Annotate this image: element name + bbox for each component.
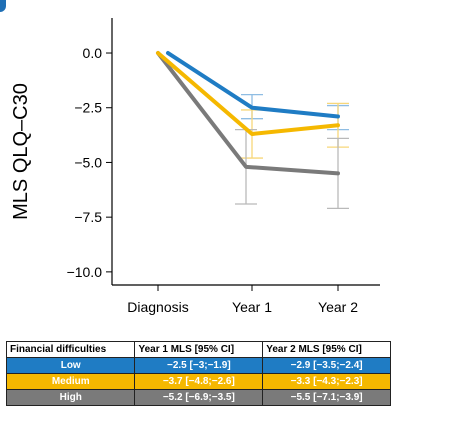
y-tick-label: −10.0: [67, 264, 103, 280]
table-row-medium: Medium −3.7 [−4.8;−2.6] −3.3 [−4.3;−2.3]: [5, 373, 391, 390]
x-tick-label: Year 2: [318, 299, 358, 315]
table-row-label: Medium: [5, 373, 136, 390]
y-tick-label: −7.5: [74, 209, 102, 225]
table-cell-year2: −3.3 [−4.3;−2.3]: [262, 373, 391, 390]
series-line-medium: [156, 51, 340, 136]
corner-accent: [0, 0, 6, 12]
x-tick-label: Year 1: [232, 299, 272, 315]
table-row-high: High −5.2 [−6.9;−3.5] −5.5 [−7.1;−3.9]: [5, 389, 391, 406]
table-cell-year2: −5.5 [−7.1;−3.9]: [262, 389, 391, 406]
table-cell-year2: −2.9 [−3.5;−2.4]: [262, 357, 391, 374]
table-cell-year1: −2.5 [−3;−1.9]: [134, 357, 264, 374]
x-tick-label: Diagnosis: [127, 299, 188, 315]
y-tick-label: −5.0: [74, 154, 102, 170]
y-tick-label: 0.0: [83, 45, 103, 61]
y-tick-label: −2.5: [74, 100, 102, 116]
table-cell-year1: −5.2 [−6.9;−3.5]: [134, 389, 264, 406]
table-header-year2: Year 2 MLS [95% CI]: [262, 341, 391, 358]
table-row-low: Low −2.5 [−3;−1.9] −2.9 [−3.5;−2.4]: [5, 357, 391, 374]
table-cell-year1: −3.7 [−4.8;−2.6]: [134, 373, 264, 390]
table-row-label: Low: [5, 357, 136, 374]
table-header-year1: Year 1 MLS [95% CI]: [134, 341, 264, 358]
table-row-label: High: [5, 389, 136, 406]
table-header-row: Financial difficulties Year 1 MLS [95% C…: [5, 341, 391, 358]
series-line-high: [156, 51, 340, 176]
financial-difficulties-table: Financial difficulties Year 1 MLS [95% C…: [5, 341, 391, 406]
y-axis-title: MLS QLQ–C30: [10, 83, 32, 220]
series-line-low: [166, 51, 340, 119]
table-header-group: Financial difficulties: [5, 341, 136, 358]
line-chart: 0.0 −2.5 −5.0 −7.5 −10.0 Diagnosis Year 1 Year …: [10, 18, 380, 315]
